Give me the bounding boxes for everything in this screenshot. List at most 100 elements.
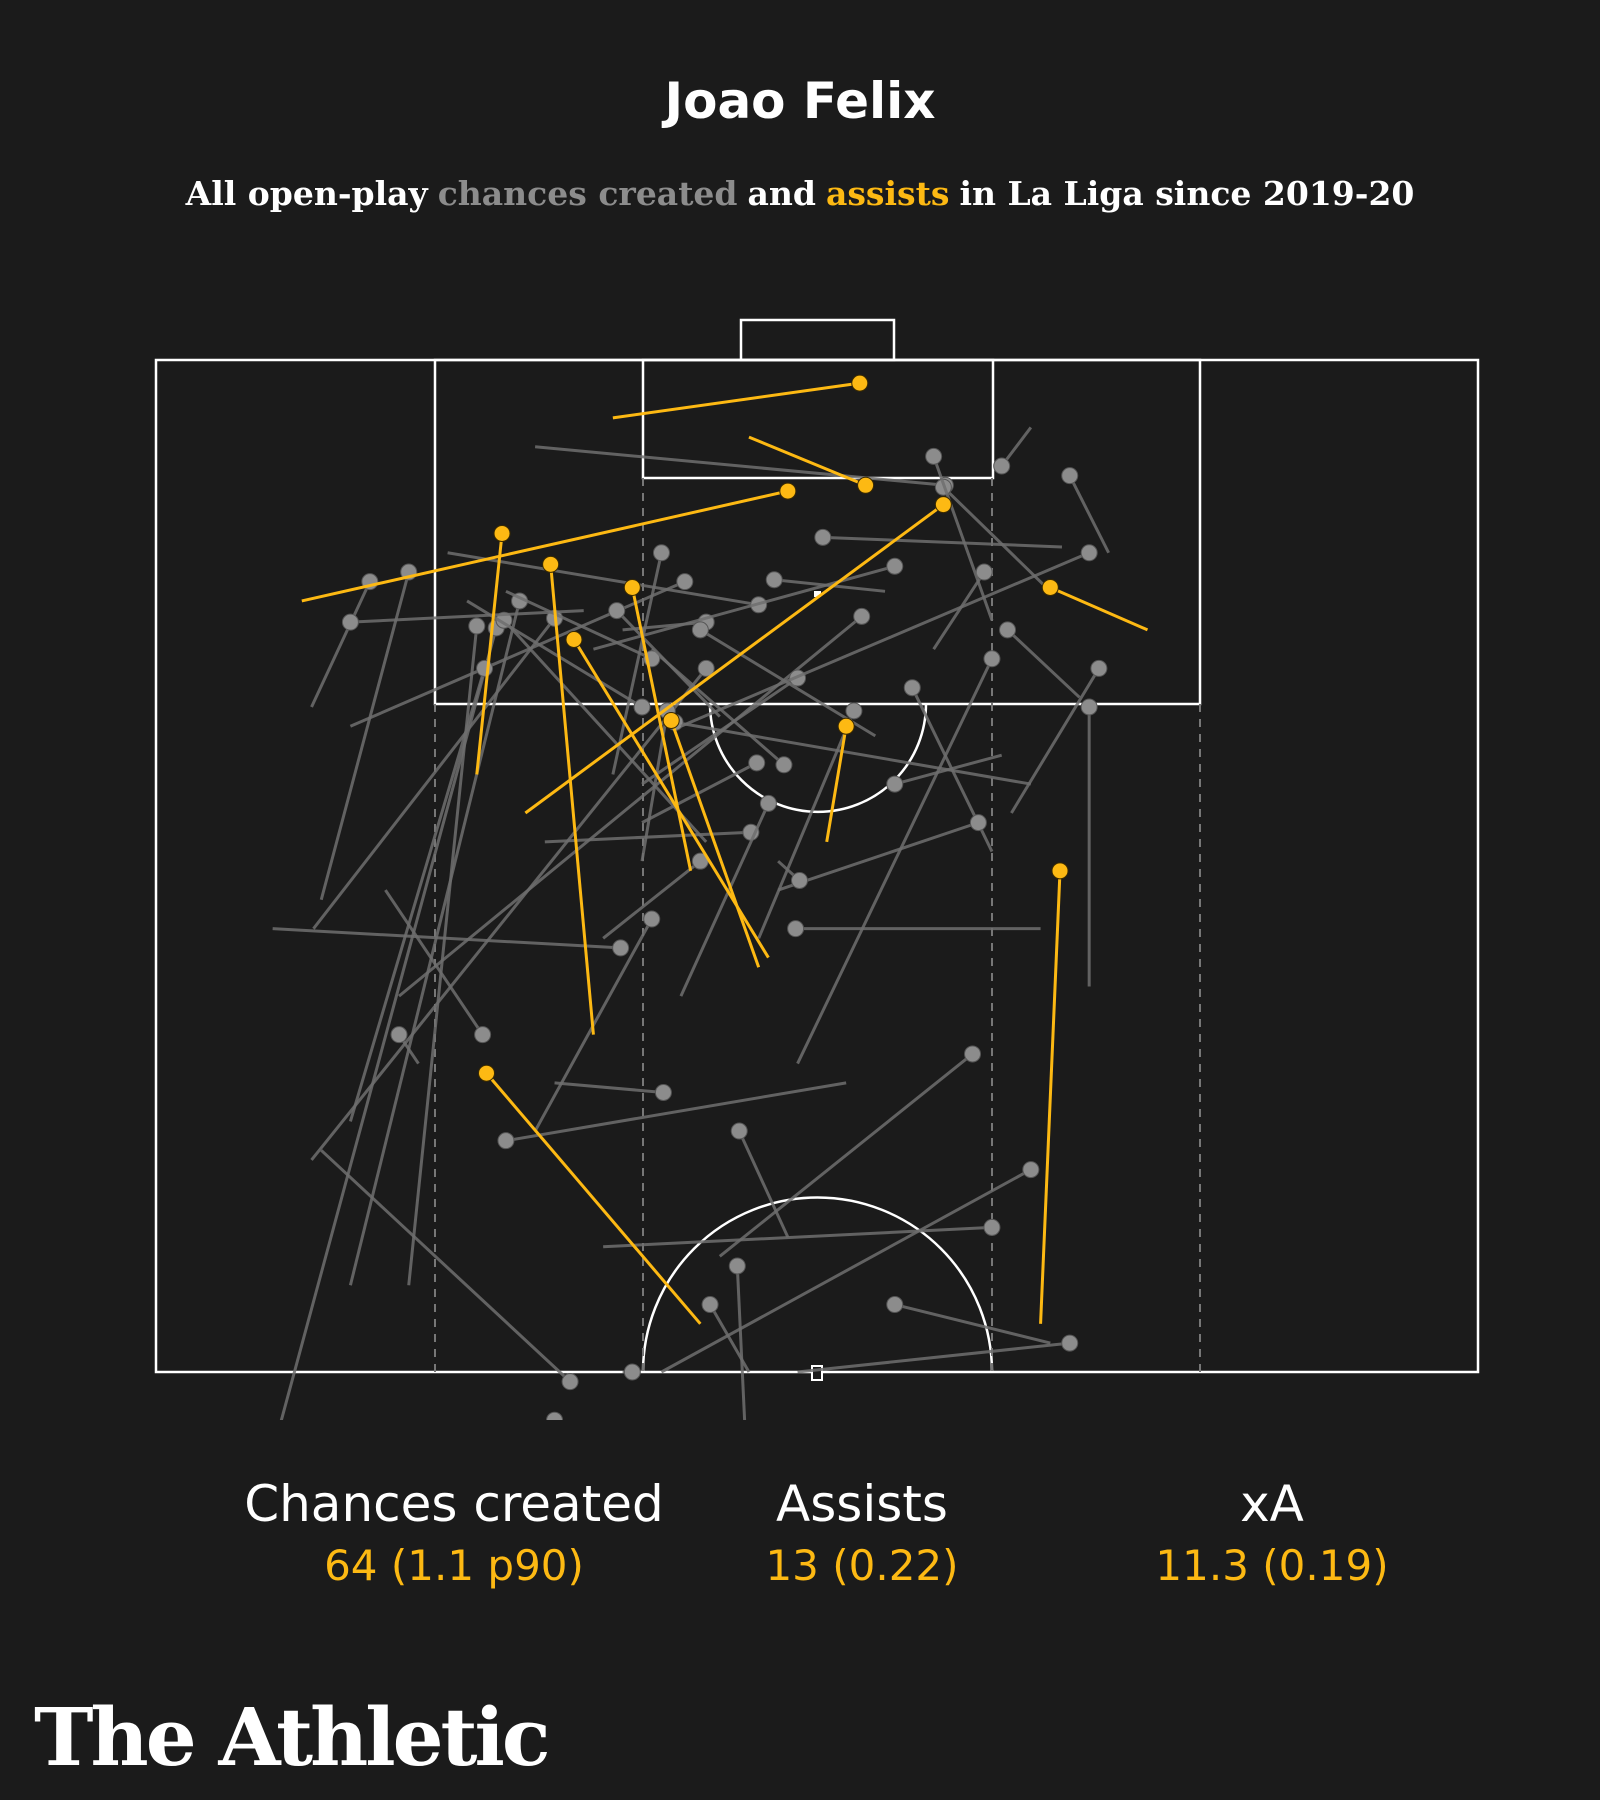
chance-point-47 (925, 447, 943, 465)
assist-point-2 (857, 476, 875, 494)
assist-pass-line-13 (485, 1072, 702, 1325)
chance-point-42 (608, 602, 626, 620)
stat-assists-label: Assists (776, 1475, 948, 1533)
chance-pass-line-13 (942, 486, 1052, 593)
chance-pass-line-10 (348, 600, 522, 1286)
chance-pass-line-8 (534, 445, 946, 487)
chance-point-22 (999, 621, 1017, 639)
chance-point-35 (1061, 467, 1079, 485)
assist-point-11 (1041, 578, 1059, 596)
stat-xa: xA 11.3 (0.19) (1012, 1475, 1532, 1590)
assist-point-13 (478, 1064, 495, 1082)
assist-point-9 (662, 711, 680, 729)
centre-spot (811, 1365, 823, 1381)
chance-pass-line-30 (554, 1081, 664, 1094)
assist-point-5 (493, 524, 511, 542)
assist-pass-line-6 (549, 564, 595, 1035)
chance-point-60 (546, 1411, 564, 1420)
stat-chances-value: 64 (1.1 p90) (324, 1541, 584, 1590)
chance-pass-line-38 (272, 927, 621, 950)
assist-pass-line-9 (669, 719, 761, 968)
chance-point-39 (730, 1122, 748, 1140)
chance-pass-line-29 (348, 667, 486, 1122)
assist-pass-line-4 (524, 503, 945, 815)
chance-pass-line-32 (602, 860, 702, 940)
chance-pass-line-18 (757, 710, 856, 939)
subtitle-part-end: in La Liga since 2019-20 (959, 174, 1415, 213)
chance-point-11 (853, 607, 871, 625)
assist-point-6 (542, 555, 560, 573)
chart-subtitle: All open-play chances created and assists in… (0, 174, 1600, 213)
chance-pass-line-52 (680, 551, 1090, 728)
chance-pass-line-21 (593, 564, 896, 651)
chance-point-36 (993, 457, 1011, 475)
goal (739, 318, 896, 362)
subtitle-part-and: and (747, 174, 816, 213)
chance-point-56 (759, 794, 777, 812)
stat-xa-value: 11.3 (0.19) (1155, 1541, 1389, 1590)
chance-point-38 (612, 939, 630, 957)
chance-pass-line-63 (735, 1265, 747, 1420)
chance-point-31 (886, 775, 904, 793)
penalty-spot (814, 591, 821, 597)
brand-logo-text: The Athletic (34, 1690, 551, 1784)
chance-pass-line-6 (822, 535, 1063, 549)
chance-point-7 (676, 573, 694, 591)
assist-pass-line-1 (612, 381, 860, 420)
chance-pass-line-59 (797, 1341, 1070, 1374)
chance-pass-line-1 (319, 571, 411, 901)
chance-pass-line-45 (310, 581, 372, 708)
chance-point-57 (964, 1045, 982, 1063)
assist-point-12 (1051, 862, 1069, 880)
chance-point-30 (654, 1083, 672, 1101)
chance-pass-line-12 (796, 658, 994, 1065)
assists-series (301, 374, 1149, 1325)
chance-point-25 (775, 756, 793, 774)
chance-point-58 (1022, 1161, 1040, 1179)
chance-pass-line-41 (505, 589, 653, 661)
stat-assists-value: 13 (0.22) (765, 1541, 959, 1590)
chance-pass-line-51 (505, 1081, 847, 1143)
chance-point-63 (728, 1257, 746, 1275)
chance-point-20 (975, 563, 993, 581)
chance-pass-line-61 (320, 1149, 572, 1383)
chance-point-40 (691, 621, 709, 639)
chance-point-21 (886, 557, 904, 575)
chance-point-46 (341, 613, 359, 631)
chance-pass-line-33 (466, 599, 643, 709)
assist-pass-line-11 (1049, 586, 1149, 632)
chance-point-53 (474, 1026, 492, 1044)
pitch-chart (154, 318, 1480, 1420)
legend-assists: assists (825, 174, 950, 213)
stat-chances-created: Chances created 64 (1.1 p90) (194, 1475, 714, 1590)
chance-pass-line-42 (615, 609, 721, 718)
chance-point-18 (845, 702, 863, 720)
chance-point-55 (791, 871, 809, 889)
chance-point-15 (765, 571, 783, 589)
chance-point-6 (814, 528, 832, 546)
chance-point-28 (787, 920, 805, 938)
chance-point-49 (983, 1218, 1001, 1236)
assist-pass-line-12 (1039, 870, 1062, 1324)
chance-point-62 (701, 1296, 719, 1314)
chance-pass-line-56 (679, 802, 770, 997)
chance-point-33 (633, 698, 651, 716)
subtitle-part-1: All open-play (185, 174, 428, 213)
chance-point-48 (1090, 659, 1108, 677)
chance-pass-line-43 (674, 720, 1032, 786)
chance-point-23 (903, 679, 921, 697)
chart-title: Joao Felix (664, 72, 936, 130)
assist-pass-line-10 (825, 725, 848, 843)
chance-pass-line-3 (502, 619, 708, 843)
chance-pass-line-58 (660, 1168, 1032, 1374)
chance-pass-line-35 (1068, 474, 1110, 554)
chance-pass-line-49 (603, 1225, 993, 1249)
chance-point-26 (969, 814, 987, 832)
chance-point-64 (623, 1363, 641, 1381)
chance-point-59 (1061, 1334, 1079, 1352)
assist-point-3 (779, 482, 797, 500)
chance-point-12 (983, 650, 1001, 668)
chance-pass-line-57 (718, 1052, 974, 1258)
assist-pass-line-3 (301, 489, 789, 603)
chance-pass-line-27 (544, 830, 751, 844)
